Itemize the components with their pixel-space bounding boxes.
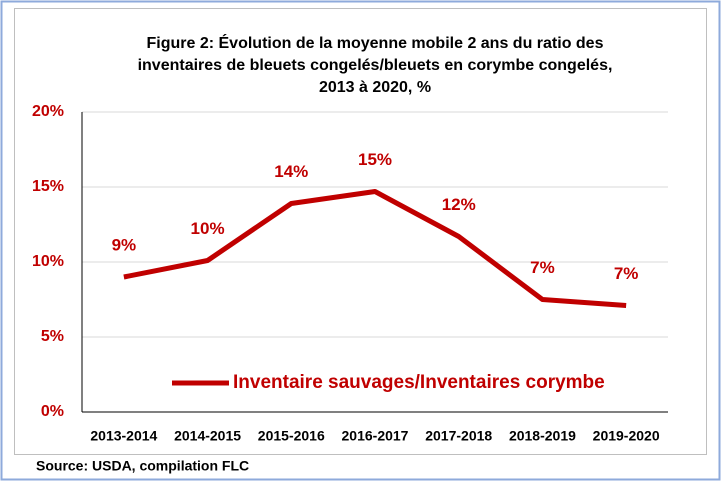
x-tick-label: 2017-2018: [425, 428, 492, 444]
data-label: 12%: [442, 195, 476, 214]
x-tick-label: 2019-2020: [593, 428, 660, 444]
legend-label: Inventaire sauvages/Inventaires corymbe: [233, 372, 605, 393]
source-note: Source: USDA, compilation FLC: [36, 458, 249, 474]
data-label: 9%: [112, 235, 137, 254]
x-tick-label: 2018-2019: [509, 428, 576, 444]
data-label: 10%: [191, 219, 225, 238]
data-label: 7%: [530, 258, 555, 277]
series-line: [123, 189, 627, 308]
chart-area: [14, 8, 707, 455]
y-tick-label: 5%: [41, 328, 64, 345]
y-tick-label: 20%: [32, 103, 64, 120]
x-tick-label: 2013-2014: [90, 428, 157, 444]
chart-title: Figure 2: Évolution de la moyenne mobile…: [147, 33, 604, 52]
chart-title: 2013 à 2020, %: [319, 79, 431, 96]
y-tick-label: 10%: [32, 253, 64, 270]
data-label: 15%: [358, 150, 392, 169]
chart-title: inventaires de bleuets congelés/bleuets …: [138, 57, 613, 74]
x-tick-label: 2016-2017: [342, 428, 409, 444]
data-label: 7%: [614, 264, 639, 283]
data-label: 14%: [274, 162, 308, 181]
y-tick-label: 0%: [41, 403, 64, 420]
x-tick-label: 2015-2016: [258, 428, 325, 444]
x-tick-label: 2014-2015: [174, 428, 241, 444]
y-tick-label: 15%: [32, 178, 64, 195]
